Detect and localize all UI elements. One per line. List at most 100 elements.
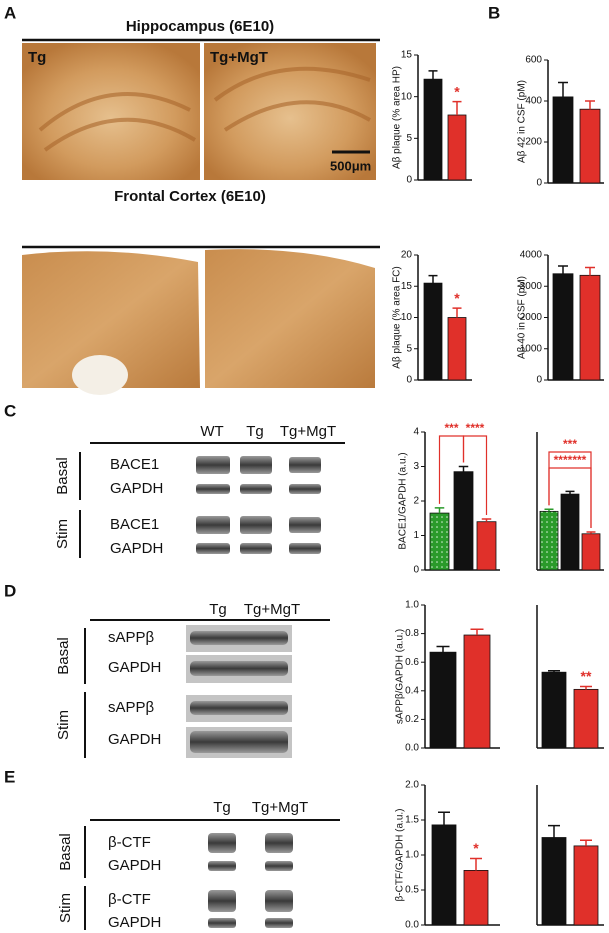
y-tick-label: 0.6: [405, 657, 419, 668]
error-bar: [548, 824, 560, 838]
error-bar: [481, 518, 492, 522]
tissue-layer: [213, 66, 371, 132]
column-label: WT: [200, 423, 223, 440]
y-tick-label: 10: [401, 312, 413, 323]
column-label: Tg: [213, 799, 231, 816]
blot-band: [265, 833, 293, 853]
blot: [196, 456, 321, 554]
blot-band: [196, 543, 230, 554]
significance-bracket: [548, 467, 592, 529]
error-bar: [585, 100, 595, 110]
band-label: β-CTF: [108, 891, 151, 908]
significance-label: ***: [444, 421, 458, 435]
band-label: BACE1: [110, 456, 159, 473]
bar: [539, 510, 559, 571]
error-bar: [470, 857, 482, 871]
y-axis-label: Aβ plaque (% area HP): [392, 66, 403, 169]
section-title: Hippocampus (6E10): [126, 18, 274, 35]
blot-band: [208, 890, 236, 912]
y-tick-label: 15: [401, 281, 413, 292]
panel-label: B: [488, 3, 500, 22]
y-tick-label: 1: [413, 530, 419, 541]
y-tick-label: 2.0: [405, 780, 419, 791]
band-label: sAPPβ: [108, 699, 155, 716]
y-tick-label: 4: [413, 427, 419, 438]
significance-label: ****: [466, 421, 485, 435]
error-bar: [458, 465, 469, 472]
significance-label: *: [454, 83, 460, 99]
y-axis-label: BACE1/GAPDH (a.u.): [398, 452, 409, 549]
y-axis-label: Aβ plaque (% area FC): [392, 266, 403, 368]
bar: [560, 493, 580, 571]
error-bar: [452, 100, 462, 115]
significance-label: **: [581, 668, 592, 684]
y-tick-label: 4000: [520, 250, 543, 261]
bar: [423, 78, 443, 181]
y-axis-label: sAPPβ/GAPDH (a.u.): [395, 629, 406, 724]
bar: [447, 114, 467, 181]
band-label: GAPDH: [108, 914, 161, 931]
error-bar: [565, 490, 575, 495]
band-label: GAPDH: [108, 857, 161, 874]
error-bar: [580, 685, 592, 690]
bar: [429, 651, 457, 749]
column-label: Tg+MgT: [252, 799, 308, 816]
blot-band: [289, 517, 321, 533]
error-bar: [585, 266, 595, 276]
y-tick-label: 3: [413, 461, 419, 472]
panel-label: D: [4, 581, 16, 600]
y-tick-label: 1.0: [405, 600, 419, 611]
panel-label: E: [4, 767, 15, 786]
y-tick-label: 5: [406, 133, 412, 144]
y-tick-label: 0.4: [405, 685, 419, 696]
blot-band: [196, 516, 230, 534]
tissue-layer: [38, 92, 197, 152]
error-bar: [438, 811, 450, 825]
condition-label: Basal: [57, 833, 74, 871]
column-label: Tg+MgT: [280, 423, 336, 440]
blot-band: [190, 731, 288, 753]
y-tick-label: 5: [406, 343, 412, 354]
y-axis-label: Aβ 42 in CSF (pM): [517, 80, 528, 163]
y-axis-label: Aβ 40 in CSF (pM): [517, 276, 528, 359]
bar: [573, 688, 599, 749]
blot-band: [196, 484, 230, 494]
blot-band: [190, 631, 288, 645]
y-tick-label: 1.5: [405, 815, 419, 826]
y-tick-label: 10: [401, 91, 413, 102]
y-tick-label: 3000: [520, 281, 543, 292]
bar: [476, 521, 497, 571]
bar: [431, 824, 457, 926]
error-bar: [452, 307, 462, 318]
y-tick-label: 200: [525, 137, 542, 148]
image-label: Tg: [28, 49, 46, 66]
significance-label: *: [473, 840, 479, 856]
column-label: Tg+MgT: [244, 601, 300, 618]
bar: [423, 282, 443, 381]
error-bar: [580, 839, 592, 846]
panel-label: A: [4, 3, 16, 22]
error-bar: [434, 507, 445, 514]
bar: [573, 845, 599, 926]
bar: [541, 837, 567, 926]
blot-band: [265, 861, 293, 871]
blot-band: [240, 543, 272, 554]
y-tick-label: 2000: [520, 312, 543, 323]
y-tick-label: 1.0: [405, 850, 419, 861]
band-label: sAPPβ: [108, 629, 155, 646]
blot-band: [240, 516, 272, 534]
bar: [453, 471, 474, 571]
condition-label: Stim: [54, 519, 71, 549]
error-bar: [544, 508, 554, 512]
y-tick-label: 0: [536, 375, 542, 386]
bar: [463, 634, 491, 749]
ventricle: [72, 355, 128, 395]
y-tick-label: 0.0: [405, 920, 419, 931]
significance-label: ***: [563, 437, 577, 451]
bar: [581, 533, 601, 571]
micrograph: [22, 251, 200, 388]
condition-label: Stim: [57, 893, 74, 923]
image-label: Tg+MgT: [210, 49, 268, 66]
bar: [447, 317, 467, 381]
column-label: Tg: [246, 423, 264, 440]
